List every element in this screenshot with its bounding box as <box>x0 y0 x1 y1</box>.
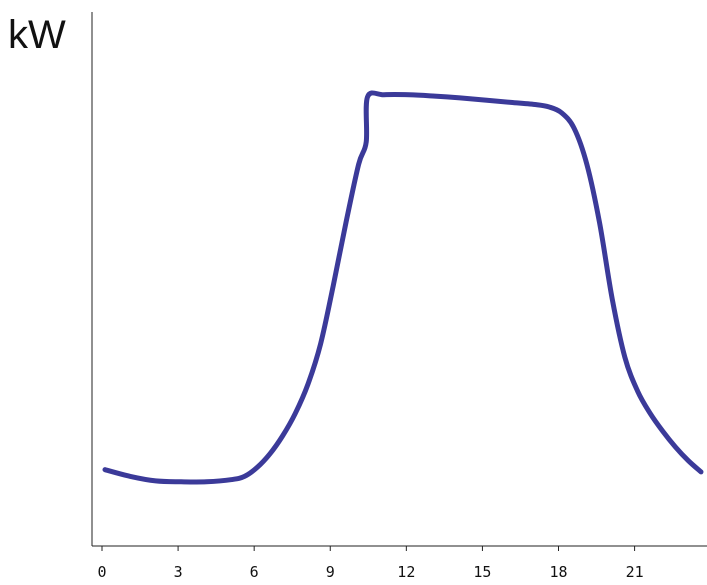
x-tick-label-7: 21 <box>626 563 644 581</box>
x-axis-ticks <box>101 546 636 551</box>
x-tick-label-5: 15 <box>473 563 491 581</box>
x-tick-label-1: 3 <box>174 563 183 581</box>
x-tick-label-4: 12 <box>397 563 415 581</box>
y-axis-label: kW <box>8 13 66 57</box>
x-tick-label-6: 18 <box>549 563 567 581</box>
x-tick-label-3: 9 <box>326 563 335 581</box>
series-line-0 <box>102 90 704 485</box>
x-tick-label-0: 0 <box>97 563 106 581</box>
x-axis-tick-labels: 0 3 6 9 12 15 18 21 <box>97 563 643 581</box>
x-tick-label-2: 6 <box>250 563 259 581</box>
